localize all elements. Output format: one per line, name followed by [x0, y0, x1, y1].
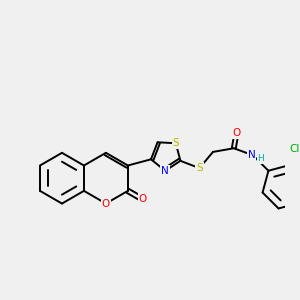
Text: S: S	[196, 163, 203, 173]
Text: N: N	[161, 166, 169, 176]
Text: S: S	[172, 138, 179, 148]
Text: O: O	[138, 194, 147, 204]
Text: O: O	[102, 199, 110, 208]
Text: H: H	[257, 154, 264, 163]
Text: N: N	[248, 150, 255, 160]
Text: O: O	[232, 128, 241, 138]
Text: Cl: Cl	[290, 144, 300, 154]
